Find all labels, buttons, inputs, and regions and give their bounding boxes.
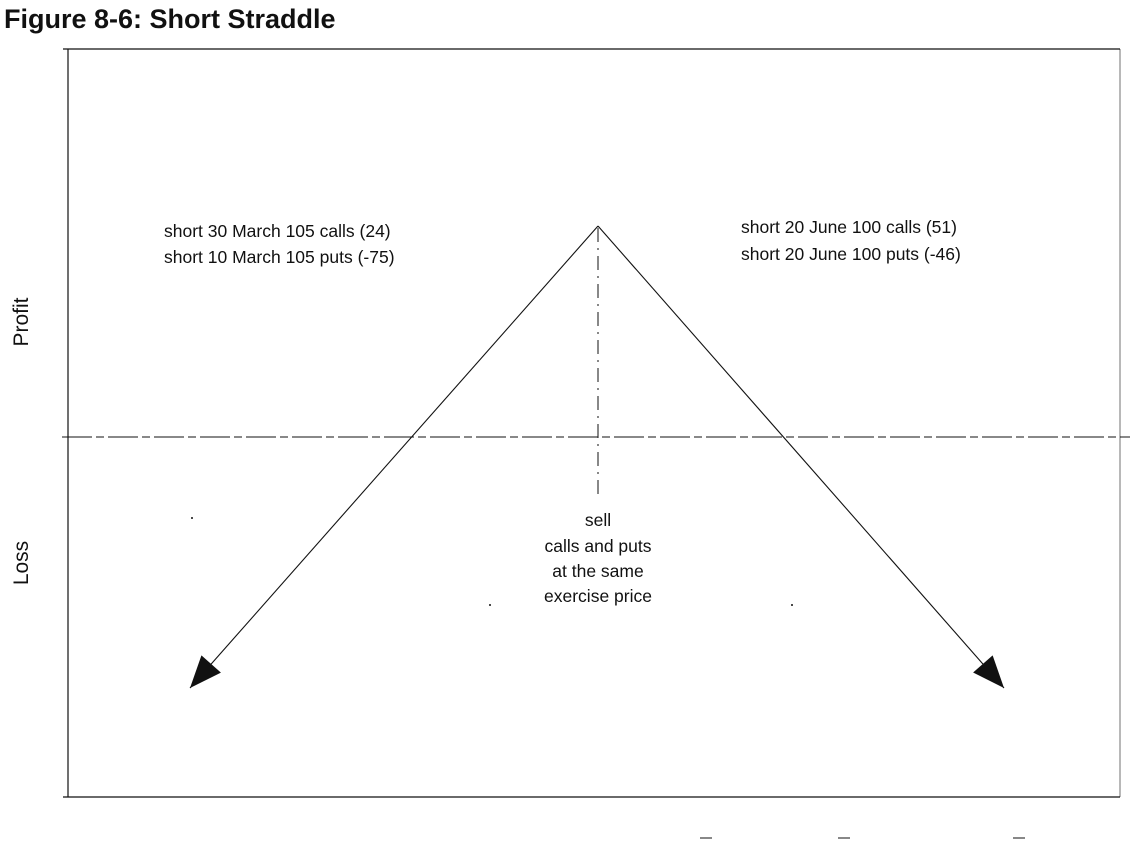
right-annotation-line-1: short 20 June 100 calls (51) <box>741 217 957 237</box>
left-annotation-line-1: short 30 March 105 calls (24) <box>164 221 391 241</box>
scan-dot <box>489 604 491 606</box>
payoff-line-right <box>597 225 1005 689</box>
center-annotation-line-4: exercise price <box>544 586 652 606</box>
center-annotation-line-3: at the same <box>552 561 643 581</box>
payoff-line-left <box>189 225 599 689</box>
profit-axis-label: Profit <box>10 297 33 346</box>
loss-axis-label: Loss <box>10 541 33 585</box>
figure-title: Figure 8-6: Short Straddle <box>4 4 336 34</box>
center-annotation-line-1: sell <box>585 510 611 530</box>
center-annotation-line-2: calls and puts <box>544 536 651 556</box>
left-annotation-line-2: short 10 March 105 puts (-75) <box>164 247 395 267</box>
scan-dot <box>191 517 193 519</box>
scan-dot <box>791 604 793 606</box>
right-annotation-line-2: short 20 June 100 puts (-46) <box>741 244 961 264</box>
